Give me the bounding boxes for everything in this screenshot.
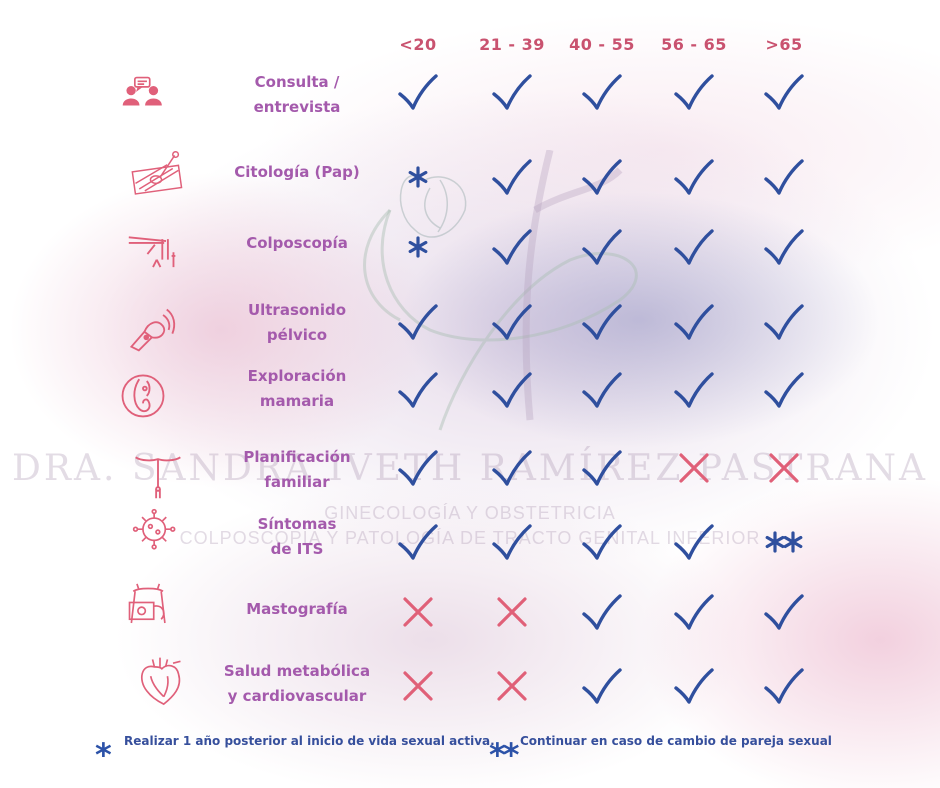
check-icon [580, 302, 624, 342]
row-label-line1: Citología (Pap) [234, 163, 360, 181]
check-icon [672, 666, 716, 706]
cross-icon [490, 666, 534, 706]
check-icon [762, 592, 806, 632]
check-icon [672, 592, 716, 632]
ultrasound-probe-icon [122, 302, 178, 360]
column-header-3: 40 - 55 [569, 35, 635, 54]
asterisk-icon [396, 157, 440, 197]
speculum-icon [125, 228, 181, 286]
row-label-line1: Colposcopía [246, 234, 348, 252]
check-icon [490, 302, 534, 342]
check-icon [580, 72, 624, 112]
check-icon [396, 448, 440, 488]
check-icon [762, 302, 806, 342]
row-label-3: Colposcopía [197, 231, 397, 256]
iud-icon [130, 448, 186, 506]
asterisk-icon [396, 227, 440, 267]
row-label-line2: pélvico [266, 326, 328, 344]
cross-icon [396, 666, 440, 706]
virus-icon [128, 505, 184, 563]
check-icon [490, 157, 534, 197]
check-icon [762, 666, 806, 706]
row-label-9: Salud metabólica y cardiovascular [197, 659, 397, 709]
check-icon [396, 302, 440, 342]
check-icon [672, 370, 716, 410]
check-icon [580, 522, 624, 562]
pap-smear-icon [128, 148, 184, 206]
column-header-4: 56 - 65 [661, 35, 727, 54]
check-icon [580, 448, 624, 488]
check-icon [762, 227, 806, 267]
row-label-line1: Planificación [243, 448, 351, 466]
breast-exam-icon [115, 368, 171, 426]
row-label-line1: Síntomas [257, 515, 337, 533]
row-label-line1: Salud metabólica [223, 662, 371, 680]
row-label-line2: y cardiovascular [227, 687, 367, 705]
row-label-line1: Ultrasonido [247, 301, 347, 319]
row-label-5: Exploración mamaria [197, 364, 397, 414]
row-label-6: Planificación familiar [197, 445, 397, 495]
cross-icon [490, 592, 534, 632]
row-label-line1: Exploración [247, 367, 347, 385]
footnote-double-star-text: Continuar en caso de cambio de pareja se… [520, 734, 832, 748]
heart-icon [132, 652, 188, 710]
check-icon [396, 370, 440, 410]
row-label-7: Síntomas de ITS [197, 512, 397, 562]
row-label-line2: familiar [264, 473, 330, 491]
consultation-icon [118, 72, 174, 130]
check-icon [672, 227, 716, 267]
check-icon [762, 370, 806, 410]
row-label-line2: de ITS [270, 540, 324, 558]
check-icon [490, 448, 534, 488]
row-label-4: Ultrasonido pélvico [197, 298, 397, 348]
check-icon [672, 302, 716, 342]
row-label-line2: entrevista [253, 98, 341, 116]
check-icon [672, 522, 716, 562]
column-header-2: 21 - 39 [479, 35, 545, 54]
row-label-2: Citología (Pap) [197, 160, 397, 185]
mammography-icon [122, 582, 178, 640]
check-icon [580, 227, 624, 267]
row-label-line2: mamaria [259, 392, 335, 410]
check-icon [672, 72, 716, 112]
row-label-line1: Mastografía [246, 600, 348, 618]
footnote-star-text: Realizar 1 año posterior al inicio de vi… [124, 734, 495, 748]
row-label-line1: Consulta / [254, 73, 340, 91]
check-icon [672, 157, 716, 197]
cross-icon [396, 592, 440, 632]
check-icon [396, 522, 440, 562]
cross-icon [762, 448, 806, 488]
check-icon [580, 666, 624, 706]
check-icon [580, 592, 624, 632]
check-icon [580, 157, 624, 197]
cross-icon [672, 448, 716, 488]
column-header-1: <20 [399, 35, 437, 54]
check-icon [490, 370, 534, 410]
footnote-double-star-symbol: ** [489, 736, 520, 774]
watermark-specialty: GINECOLOGÍA Y OBSTETRICIA [324, 503, 616, 523]
check-icon [490, 227, 534, 267]
row-label-8: Mastografía [197, 597, 397, 622]
double-asterisk-icon [762, 522, 806, 562]
check-icon [396, 72, 440, 112]
check-icon [490, 72, 534, 112]
check-icon [762, 72, 806, 112]
column-header-5: >65 [765, 35, 803, 54]
check-icon [490, 522, 534, 562]
check-icon [762, 157, 806, 197]
logo-watermark [363, 150, 638, 431]
row-label-1: Consulta / entrevista [197, 70, 397, 120]
check-icon [580, 370, 624, 410]
footnote-star-symbol: * [95, 736, 112, 774]
